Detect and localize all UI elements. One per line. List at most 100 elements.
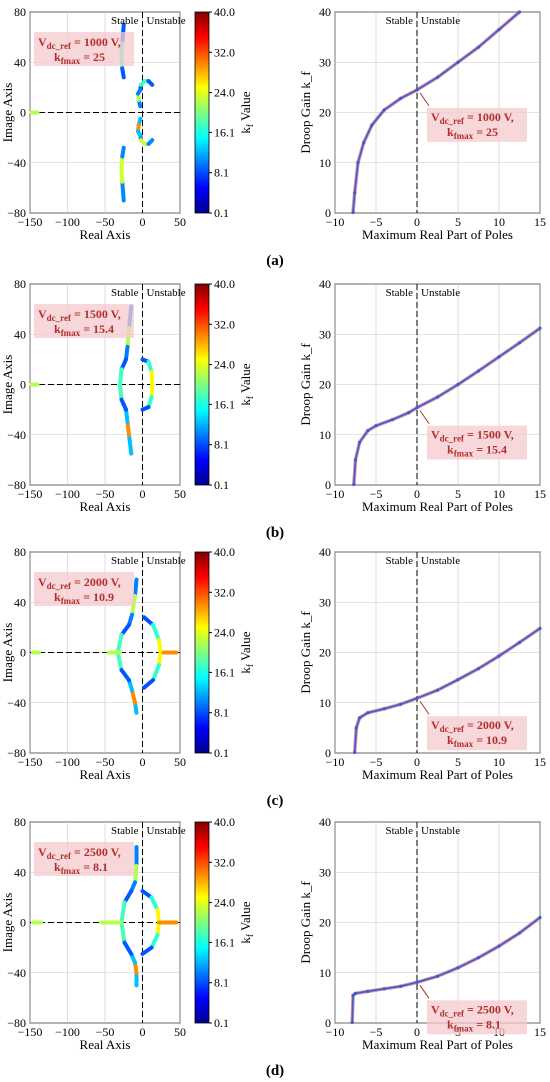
x-tick-label: 10 [493,755,505,769]
x-tick-label: −50 [96,755,115,769]
annotation-highlight [427,1000,527,1035]
droop-point [366,711,370,715]
stable-label: Stable [111,15,139,27]
locus-segment [115,650,124,673]
x-tick-label: 5 [455,755,461,769]
annotation-highlight [34,572,134,606]
x-tick-label: −10 [326,755,345,769]
x-tick-label: −5 [370,1025,383,1039]
panel-label: (a) [266,253,284,269]
vdc-annotation: Vdc_ref = 1500 V, [38,307,121,323]
y-tick-label: 0 [325,1016,331,1030]
annotation: Vdc_ref = 2000 V,kfmax = 10.9 [34,572,134,606]
colorbar-tick-label: 16.1 [214,397,235,411]
annotation-arrow [419,985,430,999]
annotation: Vdc_ref = 1500 V,kfmax = 15.4 [34,304,134,338]
colorbar-tick-label: 32.0 [214,855,235,869]
y-tick-label: 10 [319,156,331,170]
x-tick-label: −50 [96,215,115,229]
vdc-annotation: Vdc_ref = 2500 V, [38,845,121,861]
colorbar-gradient [194,283,210,486]
x-tick-label: −5 [370,487,383,501]
colorbar-label: kf Value [238,91,255,133]
droop-point [366,429,370,433]
y-tick-label: 0 [325,478,331,492]
unstable-label: Unstable [147,15,186,27]
colorbar-tick-label: 32.0 [214,45,235,59]
annotation-highlight [34,304,134,338]
y-tick-label: 40 [319,545,331,559]
colorbar-tick-label: 40.0 [214,545,235,559]
locus-segment [133,577,139,598]
droop-point [415,980,419,984]
y-tick-label: −80 [7,478,26,492]
locus-segment [122,889,134,905]
x-tick-label: −10 [326,1025,345,1039]
x-tick-label: −100 [55,215,80,229]
droop-point [356,161,360,165]
x-tick-label: −150 [18,755,43,769]
colorbar-tick-label: 32.0 [214,317,235,331]
y-tick-label: 0 [325,206,331,220]
y-axis-label: Image Axis [0,355,15,415]
droop-point [382,987,386,991]
locus-segment [151,663,161,683]
y-tick-label: 80 [14,277,26,291]
locus-segment [133,863,139,885]
vdc-annotation: Vdc_ref = 1000 V, [431,110,514,126]
kf-annotation: kfmax = 25 [54,50,105,66]
kf-annotation: kfmax = 10.9 [447,733,507,749]
locus-segment [124,407,130,425]
droop-point [399,984,403,988]
y-axis-label: Droop Gain k_f [298,343,313,426]
droop-point [497,355,501,359]
annotation-highlight [427,716,527,751]
locus-segment [120,66,126,80]
locus-segment [119,920,127,945]
root-locus-plot: −150 −100 −50 0 50 −80 −40 0 40 80 Real Axis Image … [0,545,186,782]
unstable-label: Unstable [421,15,460,27]
droop-point [382,707,386,711]
vdc-annotation: Vdc_ref = 1500 V, [431,428,514,444]
x-tick-label: −50 [96,1025,115,1039]
colorbar-gradient [194,11,210,214]
colorbar-tick-label: 8.1 [214,438,229,452]
droop-point [517,341,522,345]
droop-point [353,458,358,462]
colorbar: 40.0 32.0 24.0 16.1 8.1 0.1 kf Value [194,5,255,220]
locus-segment [149,895,160,912]
panel-label: (c) [267,793,284,809]
locus-segment [119,622,131,637]
locus-segment [136,87,143,96]
locus-segment [140,405,151,412]
colorbar-tick-label: 40.0 [214,5,235,19]
locus-segment [120,179,126,203]
droop-point [350,1020,354,1025]
colorbar-label: kf Value [238,901,255,943]
locus-segment [115,632,124,655]
x-tick-label: 50 [174,755,186,769]
locus-segment [157,650,163,668]
colorbar-tick-label: 24.0 [214,358,235,372]
colorbar-label: kf Value [238,631,255,673]
y-axis-label: Droop Gain k_f [298,71,313,154]
x-tick-label: 15 [534,487,546,501]
vdc-annotation: Vdc_ref = 2000 V, [38,575,121,591]
locus-segment [119,900,127,925]
droop-point [435,974,440,978]
x-tick-label: 0 [140,215,146,229]
droop-point [497,944,501,948]
locus-segment [155,907,161,925]
colorbar-tick-label: 32.0 [214,585,235,599]
droop-point [353,191,357,195]
colorbar-tick-label: 40.0 [214,277,235,291]
x-axis-label: Maximum Real Part of Poles [362,1037,513,1052]
colorbar-gradient [194,821,210,1024]
locus-segment [119,668,131,683]
droop-point [354,726,358,730]
colorbar-tick-label: 8.1 [214,976,229,990]
stable-label: Stable [386,287,414,299]
